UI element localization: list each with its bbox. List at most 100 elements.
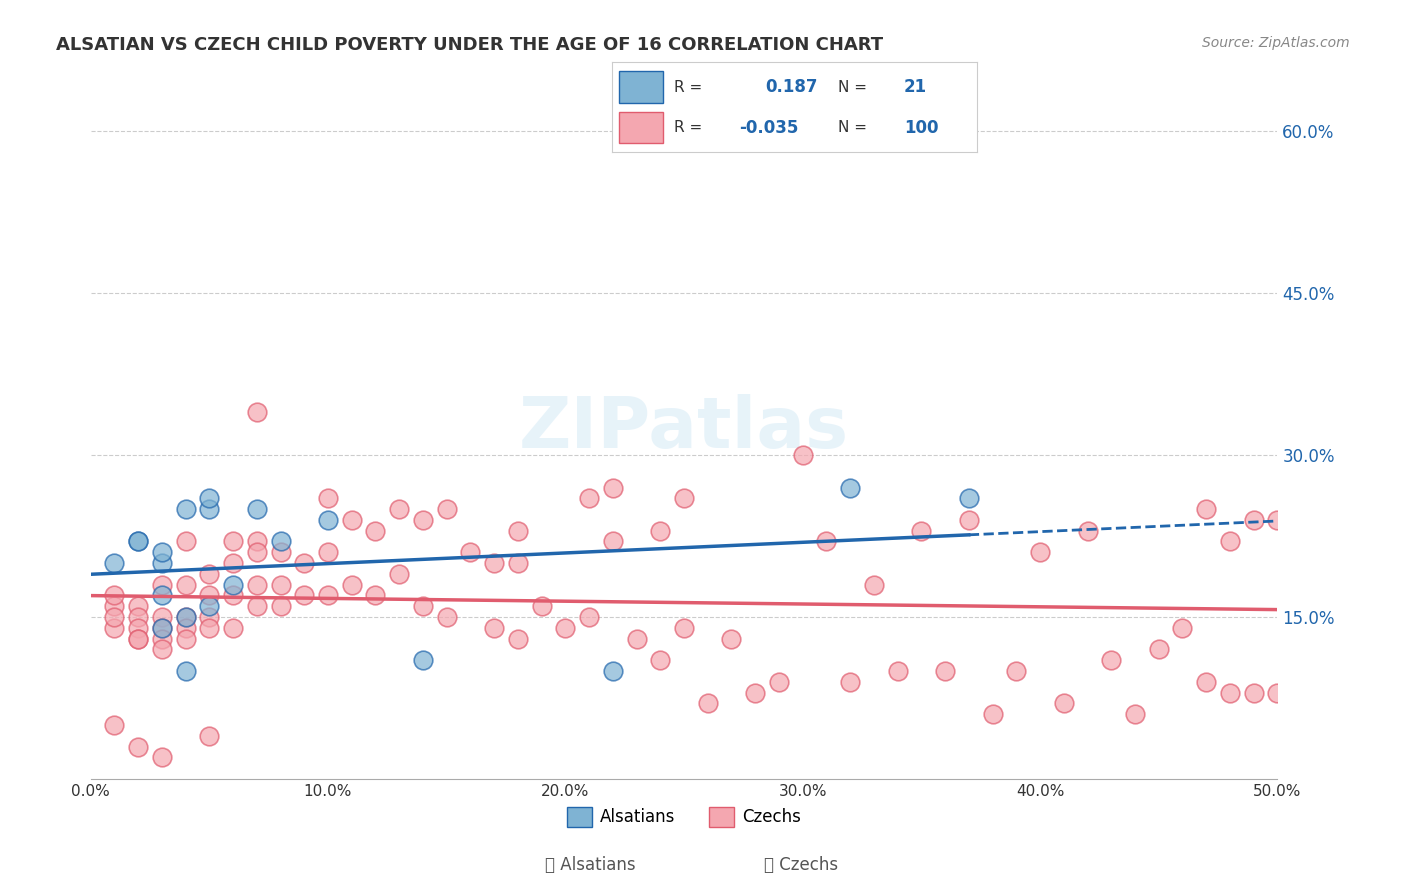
Point <box>672 491 695 506</box>
Point <box>270 577 292 591</box>
Point <box>246 405 269 419</box>
Point <box>127 632 149 646</box>
Point <box>174 664 197 678</box>
Point <box>886 664 908 678</box>
Point <box>103 556 125 570</box>
Point <box>957 513 980 527</box>
Point <box>1099 653 1122 667</box>
Point <box>127 610 149 624</box>
Point <box>1195 502 1218 516</box>
Point <box>127 621 149 635</box>
Point <box>316 545 339 559</box>
Point <box>292 589 315 603</box>
Point <box>222 534 245 549</box>
Point <box>626 632 648 646</box>
Point <box>792 448 814 462</box>
Point <box>198 566 221 581</box>
Point <box>578 491 600 506</box>
Point <box>530 599 553 614</box>
Point <box>316 513 339 527</box>
Point <box>744 685 766 699</box>
Point <box>270 599 292 614</box>
Point <box>602 534 624 549</box>
Point <box>103 610 125 624</box>
Point <box>103 599 125 614</box>
Point <box>174 610 197 624</box>
Point <box>412 599 434 614</box>
Point <box>270 545 292 559</box>
Point <box>1267 685 1289 699</box>
Text: ⬜ Alsatians: ⬜ Alsatians <box>546 855 636 873</box>
Point <box>292 556 315 570</box>
Point <box>650 653 672 667</box>
Point <box>174 621 197 635</box>
Point <box>316 491 339 506</box>
Point <box>222 577 245 591</box>
Point <box>174 534 197 549</box>
Point <box>863 577 886 591</box>
Text: N =: N = <box>838 120 868 135</box>
Point <box>127 534 149 549</box>
Text: -0.035: -0.035 <box>740 119 799 136</box>
Point <box>174 502 197 516</box>
Point <box>1123 707 1146 722</box>
Point <box>246 502 269 516</box>
Point <box>340 577 363 591</box>
Point <box>839 481 862 495</box>
Text: Source: ZipAtlas.com: Source: ZipAtlas.com <box>1202 36 1350 50</box>
Point <box>127 534 149 549</box>
Point <box>839 674 862 689</box>
Legend: Alsatians, Czechs: Alsatians, Czechs <box>560 800 808 834</box>
Text: 100: 100 <box>904 119 939 136</box>
Point <box>222 621 245 635</box>
Point <box>198 621 221 635</box>
Point <box>150 621 173 635</box>
Point <box>388 566 411 581</box>
Point <box>103 589 125 603</box>
Point <box>270 534 292 549</box>
Point <box>198 589 221 603</box>
Point <box>246 599 269 614</box>
Point <box>602 481 624 495</box>
Point <box>815 534 838 549</box>
Point <box>174 610 197 624</box>
Point <box>150 642 173 657</box>
Point <box>246 534 269 549</box>
Point <box>127 632 149 646</box>
Point <box>103 621 125 635</box>
Text: N =: N = <box>838 80 868 95</box>
Point <box>198 491 221 506</box>
Point <box>1219 685 1241 699</box>
Point <box>150 621 173 635</box>
Point <box>222 589 245 603</box>
Point <box>198 729 221 743</box>
Bar <box>619 112 662 143</box>
Point <box>174 577 197 591</box>
Point <box>150 556 173 570</box>
Point <box>957 491 980 506</box>
Point <box>910 524 932 538</box>
Point <box>1005 664 1028 678</box>
Point <box>506 556 529 570</box>
Point <box>246 577 269 591</box>
Point <box>246 545 269 559</box>
Bar <box>619 71 662 103</box>
Point <box>482 621 505 635</box>
Text: R =: R = <box>673 80 702 95</box>
Point <box>506 632 529 646</box>
Point <box>340 513 363 527</box>
Point <box>198 502 221 516</box>
Point <box>103 718 125 732</box>
Text: 0.187: 0.187 <box>765 78 818 96</box>
Point <box>768 674 790 689</box>
Text: 21: 21 <box>904 78 927 96</box>
Point <box>150 589 173 603</box>
Point <box>388 502 411 516</box>
Text: ALSATIAN VS CZECH CHILD POVERTY UNDER THE AGE OF 16 CORRELATION CHART: ALSATIAN VS CZECH CHILD POVERTY UNDER TH… <box>56 36 883 54</box>
Text: R =: R = <box>673 120 702 135</box>
Point <box>934 664 956 678</box>
Point <box>1243 513 1265 527</box>
Point <box>672 621 695 635</box>
Point <box>650 524 672 538</box>
Point <box>150 577 173 591</box>
